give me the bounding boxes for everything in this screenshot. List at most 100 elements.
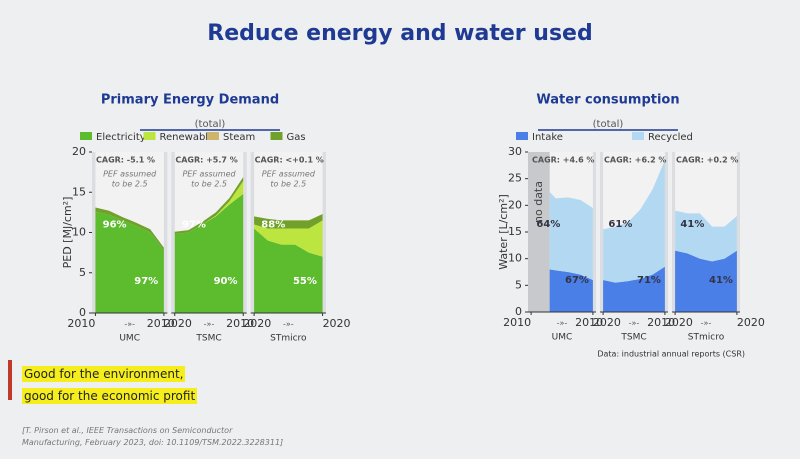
y-axis-label: PED [MJ/cm²] bbox=[61, 197, 74, 269]
citation: Manufacturing, February 2023, doi: 10.11… bbox=[22, 438, 284, 447]
y-tick-label: 20 bbox=[508, 198, 522, 211]
area bbox=[675, 210, 737, 262]
note: to be 2.5 bbox=[112, 180, 148, 189]
note: to be 2.5 bbox=[191, 180, 227, 189]
highlight: Good for the environment, bbox=[22, 366, 186, 382]
legend-label: Gas bbox=[287, 132, 306, 143]
cagr-label: CAGR: <+0.1 % bbox=[255, 156, 324, 165]
y-tick-label: 25 bbox=[508, 172, 522, 185]
x-tick-label: 2020 bbox=[323, 317, 351, 330]
share-label: 41% bbox=[680, 219, 704, 230]
panel-label: STmicro bbox=[270, 334, 307, 344]
x-tick-label: 2020 bbox=[164, 317, 192, 330]
legend-title: (total) bbox=[195, 119, 226, 130]
area bbox=[675, 250, 737, 312]
y-tick-label: 10 bbox=[508, 252, 522, 265]
area bbox=[254, 213, 323, 229]
area bbox=[549, 269, 593, 312]
share-label: 41% bbox=[709, 275, 733, 286]
area bbox=[549, 192, 593, 280]
share-label: 71% bbox=[637, 275, 661, 286]
share-label: 88% bbox=[261, 219, 285, 230]
chart-title: Water consumption bbox=[536, 93, 679, 108]
x-tick-label: 2020 bbox=[243, 317, 271, 330]
x-arrow: -»- bbox=[701, 319, 712, 328]
area bbox=[174, 193, 244, 313]
no-data-region bbox=[528, 152, 550, 312]
legend-swatch bbox=[516, 132, 528, 140]
area bbox=[95, 211, 164, 313]
panel-label: STmicro bbox=[688, 333, 725, 343]
x-tick-label: 2010 bbox=[147, 317, 175, 330]
share-label: 67% bbox=[565, 275, 589, 286]
legend-label: Recycled bbox=[648, 132, 693, 143]
share-label: 97% bbox=[134, 276, 158, 287]
note: PEF assumed bbox=[182, 170, 236, 179]
panel-label: UMC bbox=[119, 334, 140, 344]
legend-label: Electricity bbox=[96, 132, 146, 143]
cagr-label: CAGR: -5.1 % bbox=[96, 156, 155, 165]
y-axis-label: Water [L/cm²] bbox=[497, 194, 510, 270]
legend-swatch bbox=[632, 132, 644, 140]
panel-label: TSMC bbox=[195, 334, 221, 344]
highlight: good for the economic profit bbox=[22, 388, 198, 404]
note: PEF assumed bbox=[262, 170, 316, 179]
legend-swatch bbox=[80, 132, 92, 140]
share-label: 61% bbox=[608, 219, 632, 230]
source: Data: industrial annual reports (CSR) bbox=[597, 350, 745, 359]
note: PEF assumed bbox=[103, 170, 157, 179]
slide-title: Reduce energy and water used bbox=[207, 21, 592, 46]
legend-swatch bbox=[143, 132, 156, 140]
share-label: 96% bbox=[103, 219, 127, 230]
no-data-label: no data bbox=[532, 181, 545, 223]
panel-label: TSMC bbox=[620, 333, 646, 343]
y-tick-label: 15 bbox=[508, 225, 522, 238]
x-tick-label: 2020 bbox=[737, 316, 765, 329]
legend-swatch bbox=[207, 132, 219, 140]
y-tick-label: 30 bbox=[508, 145, 522, 158]
y-tick-label: 0 bbox=[515, 305, 522, 318]
y-tick-label: 0 bbox=[79, 306, 86, 319]
chart-title: Primary Energy Demand bbox=[101, 93, 279, 108]
y-tick-label: 20 bbox=[72, 145, 86, 158]
y-tick-label: 5 bbox=[79, 266, 86, 279]
legend-label: Steam bbox=[223, 132, 255, 143]
cagr-label: CAGR: +6.2 % bbox=[604, 156, 666, 165]
x-tick-label: 2010 bbox=[647, 316, 675, 329]
share-label: 97% bbox=[182, 219, 206, 230]
note: to be 2.5 bbox=[270, 180, 306, 189]
area bbox=[95, 207, 164, 251]
y-tick-label: 15 bbox=[72, 185, 86, 198]
x-arrow: -»- bbox=[557, 319, 568, 328]
x-tick-label: 2010 bbox=[503, 316, 531, 329]
y-tick-label: 10 bbox=[72, 226, 86, 239]
x-tick-label: 2020 bbox=[665, 316, 693, 329]
citation: [T. Pirson et al., IEEE Transactions on … bbox=[22, 426, 233, 435]
legend-label: Renewable bbox=[160, 132, 215, 143]
area bbox=[254, 228, 323, 313]
x-tick-label: 2010 bbox=[226, 317, 254, 330]
cagr-label: CAGR: +5.7 % bbox=[175, 156, 237, 165]
x-arrow: -»- bbox=[629, 319, 640, 328]
cagr-label: CAGR: +0.2 % bbox=[676, 156, 738, 165]
x-tick-label: 2020 bbox=[593, 316, 621, 329]
x-arrow: -»- bbox=[204, 320, 215, 329]
y-tick-label: 5 bbox=[515, 278, 522, 291]
x-arrow: -»- bbox=[283, 320, 294, 329]
x-tick-label: 2010 bbox=[575, 316, 603, 329]
area bbox=[254, 220, 323, 257]
share-label: 64% bbox=[536, 219, 560, 230]
x-tick-label: 2010 bbox=[67, 317, 95, 330]
share-label: 90% bbox=[214, 276, 238, 287]
share-label: 55% bbox=[293, 276, 317, 287]
cagr-label: CAGR: +4.6 % bbox=[532, 156, 594, 165]
area bbox=[603, 266, 665, 312]
accent-bar bbox=[8, 360, 12, 400]
legend-title: (total) bbox=[593, 119, 624, 130]
legend-swatch bbox=[270, 132, 283, 140]
panel-label: UMC bbox=[552, 333, 573, 343]
legend-label: Intake bbox=[532, 132, 563, 143]
area bbox=[603, 160, 665, 283]
